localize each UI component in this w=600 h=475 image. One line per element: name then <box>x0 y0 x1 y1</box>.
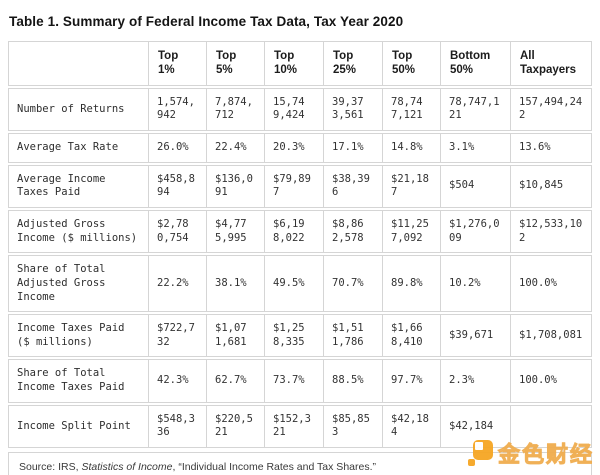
cell: $1,668,410 <box>382 314 440 358</box>
cell: $38,396 <box>323 164 382 208</box>
table-header-row: Top 1% Top 5% Top 10% Top 25% Top 50% Bo… <box>8 41 592 86</box>
cell: 100.0% <box>510 255 592 313</box>
cell: 13.6% <box>510 133 592 163</box>
row-label: Share of Total Adjusted Gross Income <box>8 255 148 313</box>
column-header-top5: Top 5% <box>206 41 264 86</box>
cell: 78,747,121 <box>382 87 440 132</box>
source-prefix: Source: IRS, <box>19 461 82 473</box>
cell: 10.2% <box>440 255 510 313</box>
table-row-average-income-taxes-paid: Average Income Taxes Paid $458,894 $136,… <box>8 164 592 208</box>
column-header-top25: Top 25% <box>323 41 382 86</box>
cell: $1,276,009 <box>440 209 510 254</box>
column-header-top10: Top 10% <box>264 41 323 86</box>
source-suffix: , “Individual Income Rates and Tax Share… <box>172 461 377 473</box>
cell: $39,671 <box>440 314 510 358</box>
table-row-share-of-total-agi: Share of Total Adjusted Gross Income 22.… <box>8 255 592 313</box>
cell: 49.5% <box>264 255 323 313</box>
cell: 70.7% <box>323 255 382 313</box>
cell: $42,184 <box>382 404 440 448</box>
cell: 100.0% <box>510 359 592 403</box>
cell: 3.1% <box>440 133 510 163</box>
table-row-income-split-point: Income Split Point $548,336 $220,521 $15… <box>8 404 592 448</box>
cell: $4,775,995 <box>206 209 264 254</box>
column-header-blank <box>8 41 148 86</box>
cell: 20.3% <box>264 133 323 163</box>
cell: $79,897 <box>264 164 323 208</box>
table-row-average-tax-rate: Average Tax Rate 26.0% 22.4% 20.3% 17.1%… <box>8 133 592 163</box>
cell: 7,874,712 <box>206 87 264 132</box>
column-header-all: All Taxpayers <box>510 41 592 86</box>
cell: $8,862,578 <box>323 209 382 254</box>
cell: $548,336 <box>148 404 206 448</box>
column-header-top1: Top 1% <box>148 41 206 86</box>
column-header-top50: Top 50% <box>382 41 440 86</box>
row-label: Average Income Taxes Paid <box>8 164 148 208</box>
cell: 97.7% <box>382 359 440 403</box>
cell: 17.1% <box>323 133 382 163</box>
cell: 22.2% <box>148 255 206 313</box>
cell: $722,732 <box>148 314 206 358</box>
cell: $85,853 <box>323 404 382 448</box>
cell: 15,749,424 <box>264 87 323 132</box>
cell: $10,845 <box>510 164 592 208</box>
federal-income-tax-table: Top 1% Top 5% Top 10% Top 25% Top 50% Bo… <box>8 39 592 450</box>
cell: $2,780,754 <box>148 209 206 254</box>
row-label: Average Tax Rate <box>8 133 148 163</box>
cell: $1,071,681 <box>206 314 264 358</box>
column-header-bottom50: Bottom 50% <box>440 41 510 86</box>
cell: 89.8% <box>382 255 440 313</box>
row-label: Adjusted Gross Income ($ millions) <box>8 209 148 254</box>
row-label: Share of Total Income Taxes Paid <box>8 359 148 403</box>
cell: 38.1% <box>206 255 264 313</box>
cell: $458,894 <box>148 164 206 208</box>
watermark-text: 金色财经 <box>497 443 594 469</box>
table-row-share-of-total-income-taxes: Share of Total Income Taxes Paid 42.3% 6… <box>8 359 592 403</box>
cell: $11,257,092 <box>382 209 440 254</box>
cell: 73.7% <box>264 359 323 403</box>
cell: $12,533,102 <box>510 209 592 254</box>
cell: 26.0% <box>148 133 206 163</box>
source-work-title: Statistics of Income <box>81 461 173 473</box>
jinse-logo-icon <box>467 440 493 466</box>
cell: $1,708,081 <box>510 314 592 358</box>
cell: $152,321 <box>264 404 323 448</box>
cell: 88.5% <box>323 359 382 403</box>
jinse-finance-watermark: 金色财经 <box>467 437 594 469</box>
row-label: Income Split Point <box>8 404 148 448</box>
cell: 62.7% <box>206 359 264 403</box>
cell: $1,258,335 <box>264 314 323 358</box>
cell: $21,187 <box>382 164 440 208</box>
cell: 157,494,242 <box>510 87 592 132</box>
cell: 2.3% <box>440 359 510 403</box>
cell: 42.3% <box>148 359 206 403</box>
row-label: Number of Returns <box>8 87 148 132</box>
cell: 14.8% <box>382 133 440 163</box>
page-title: Table 1. Summary of Federal Income Tax D… <box>9 14 404 29</box>
cell: $6,198,022 <box>264 209 323 254</box>
row-label: Income Taxes Paid ($ millions) <box>8 314 148 358</box>
cell: 22.4% <box>206 133 264 163</box>
cell: 78,747,121 <box>440 87 510 132</box>
cell: $42,184 <box>440 404 510 448</box>
table-row-adjusted-gross-income: Adjusted Gross Income ($ millions) $2,78… <box>8 209 592 254</box>
cell: $136,091 <box>206 164 264 208</box>
cell: $1,511,786 <box>323 314 382 358</box>
cell: $220,521 <box>206 404 264 448</box>
cell <box>510 404 592 448</box>
table-row-income-taxes-paid: Income Taxes Paid ($ millions) $722,732 … <box>8 314 592 358</box>
table-row-number-of-returns: Number of Returns 1,574,942 7,874,712 15… <box>8 87 592 132</box>
cell: 1,574,942 <box>148 87 206 132</box>
cell: 39,373,561 <box>323 87 382 132</box>
source-note: Source: IRS, Statistics of Income, “Indi… <box>8 452 592 475</box>
cell: $504 <box>440 164 510 208</box>
